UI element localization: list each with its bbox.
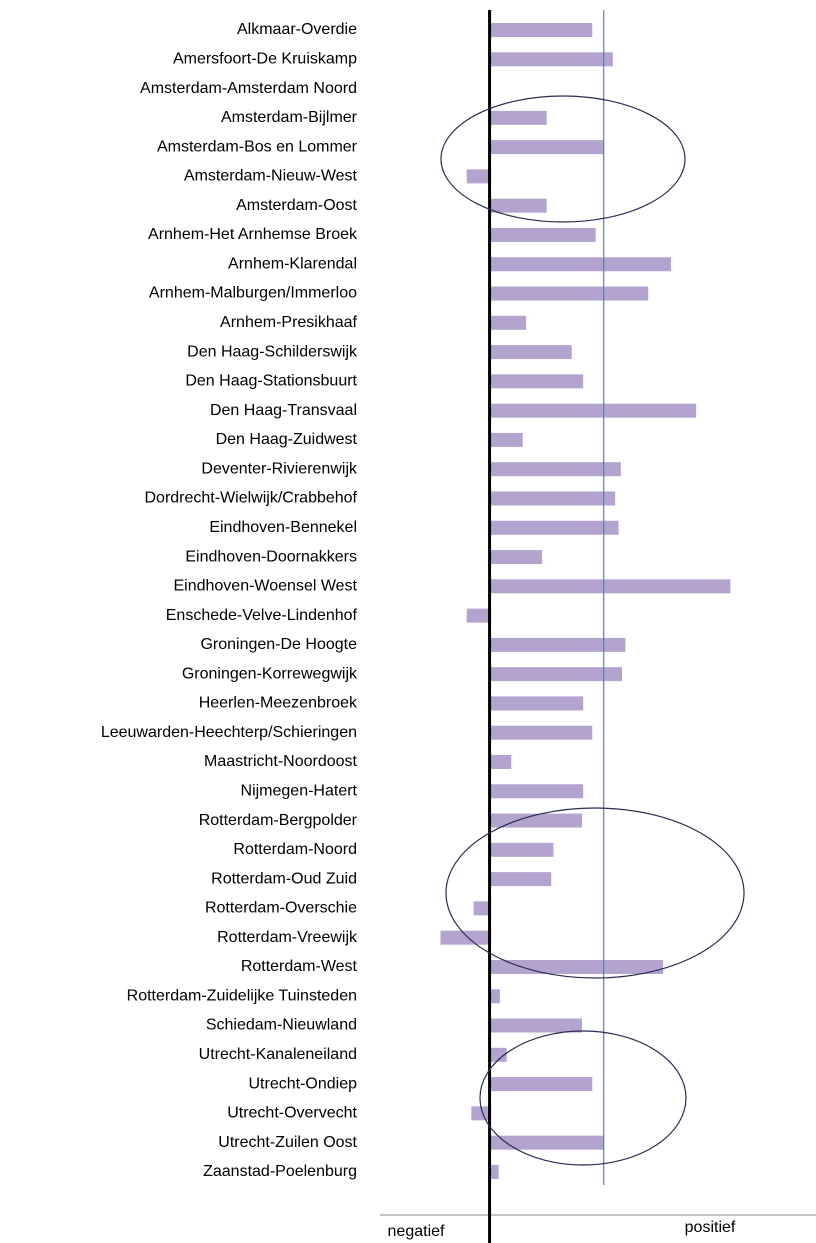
bar xyxy=(489,1135,604,1150)
bar xyxy=(489,286,649,301)
bar xyxy=(489,959,664,974)
bar xyxy=(489,1047,507,1062)
category-label: Rotterdam-West xyxy=(241,958,358,975)
bar xyxy=(489,755,512,769)
category-label: Amsterdam-Amsterdam Noord xyxy=(140,80,357,97)
category-label: Rotterdam-Overschie xyxy=(205,900,357,917)
bar xyxy=(473,901,490,916)
category-label: Zaanstad-Poelenburg xyxy=(203,1163,357,1180)
category-label: Den Haag-Zuidwest xyxy=(216,431,358,448)
bar xyxy=(489,872,552,887)
bar xyxy=(489,1018,583,1033)
bar xyxy=(466,169,490,184)
category-label: Den Haag-Transvaal xyxy=(210,402,357,419)
category-label: Utrecht-Ondiep xyxy=(249,1075,358,1092)
category-label: Amsterdam-Bos en Lommer xyxy=(157,138,358,155)
bar xyxy=(489,579,731,594)
bar xyxy=(489,725,593,740)
category-label: Nijmegen-Hatert xyxy=(241,782,358,799)
bar xyxy=(466,608,490,623)
bar xyxy=(489,637,626,652)
bar xyxy=(489,140,604,155)
category-label: Arnhem-Het Arnhemse Broek xyxy=(148,226,358,243)
category-label: Utrecht-Kanaleneiland xyxy=(199,1046,357,1063)
category-label: Utrecht-Zuilen Oost xyxy=(218,1134,357,1151)
bar xyxy=(471,1106,490,1121)
bar xyxy=(489,989,500,1004)
category-label: Rotterdam-Noord xyxy=(233,841,357,858)
category-label: Amsterdam-Oost xyxy=(236,197,357,214)
category-label: Rotterdam-Zuidelijke Tuinsteden xyxy=(127,987,357,1004)
bar xyxy=(489,257,672,272)
category-label: Eindhoven-Doornakkers xyxy=(185,548,357,565)
bar xyxy=(489,345,572,360)
bar xyxy=(489,491,616,506)
bar xyxy=(489,784,584,799)
category-label: Rotterdam-Oud Zuid xyxy=(211,870,357,887)
category-label: Deventer-Rivierenwijk xyxy=(201,460,358,477)
category-label: Den Haag-Stationsbuurt xyxy=(185,373,357,390)
bar xyxy=(489,667,622,682)
bar xyxy=(489,842,554,857)
highlight-ellipse xyxy=(479,1030,687,1166)
category-label: Arnhem-Malburgen/Immerloo xyxy=(149,285,357,302)
bar xyxy=(489,462,621,477)
positive-label: positief xyxy=(685,1219,736,1236)
bar xyxy=(489,520,619,535)
category-label: Den Haag-Schilderswijk xyxy=(187,343,358,360)
bar xyxy=(489,432,523,447)
category-label: Enschede-Velve-Lindenhof xyxy=(166,607,358,624)
category-label: Eindhoven-Woensel West xyxy=(173,578,357,595)
bar xyxy=(489,813,583,828)
bar xyxy=(489,1077,593,1092)
category-label: Rotterdam-Vreewijk xyxy=(217,929,358,946)
category-label: Amersfoort-De Kruiskamp xyxy=(173,50,357,67)
category-label: Groningen-Korrewegwijk xyxy=(182,665,358,682)
category-label: Utrecht-Overvecht xyxy=(227,1105,357,1122)
bar xyxy=(489,374,584,389)
bar xyxy=(489,550,543,565)
category-label: Dordrecht-Wielwijk/Crabbehof xyxy=(144,490,357,507)
bar xyxy=(489,110,547,125)
category-label: Schiedam-Nieuwland xyxy=(206,1017,357,1034)
bar xyxy=(489,1164,499,1179)
category-label: Arnhem-Klarendal xyxy=(228,255,357,272)
bar xyxy=(489,198,547,213)
bar xyxy=(489,403,697,418)
category-label: Heerlen-Meezenbroek xyxy=(199,695,358,712)
category-label: Leeuwarden-Heechterp/Schieringen xyxy=(101,724,357,741)
category-label: Rotterdam-Bergpolder xyxy=(199,812,358,829)
category-label: Alkmaar-Overdie xyxy=(237,21,357,38)
category-label: Amsterdam-Nieuw-West xyxy=(184,168,358,185)
bar xyxy=(440,930,490,945)
bar xyxy=(489,315,527,330)
bar xyxy=(489,23,593,37)
bar xyxy=(489,696,584,711)
highlight-ellipse xyxy=(445,807,745,979)
category-label: Maastricht-Noordoost xyxy=(204,753,358,770)
category-label: Eindhoven-Bennekel xyxy=(209,519,357,536)
category-label: Groningen-De Hoogte xyxy=(200,636,357,653)
bar xyxy=(489,52,613,67)
highlight-ellipse xyxy=(440,95,686,223)
negative-label: negatief xyxy=(388,1223,445,1240)
category-label: Arnhem-Presikhaaf xyxy=(220,314,358,331)
category-label: Amsterdam-Bijlmer xyxy=(221,109,358,126)
bar xyxy=(489,227,596,242)
